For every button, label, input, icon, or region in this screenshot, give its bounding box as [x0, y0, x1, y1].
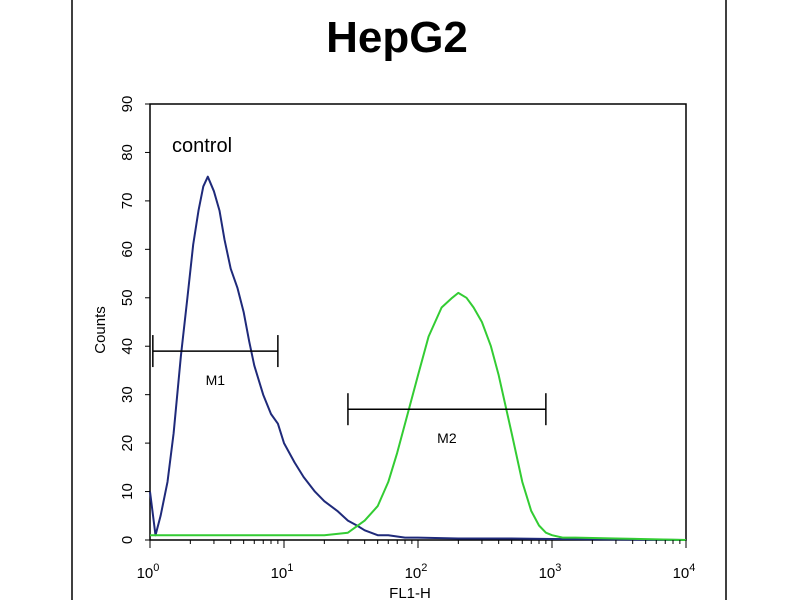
- control-annotation: control: [172, 135, 232, 157]
- series-layer: [149, 175, 687, 541]
- y-tick-label: 10: [119, 483, 136, 500]
- x-axis-ticks: 100 101 102 103 104: [137, 540, 696, 582]
- x-tick-label: 100: [137, 562, 160, 582]
- y-axis-ticks: 0 10 20 30 40 50 60 70 80 90: [119, 96, 150, 544]
- plot-area: [149, 103, 687, 541]
- x-tick-label: 104: [673, 562, 696, 582]
- y-tick-label: 60: [119, 241, 136, 258]
- y-tick-label: 30: [119, 386, 136, 403]
- x-axis-title: FL1-H: [389, 585, 431, 600]
- y-axis-title: Counts: [92, 306, 109, 354]
- chart-title: HepG2: [326, 13, 468, 62]
- marker-m2-label: M2: [437, 430, 457, 446]
- y-tick-label: 90: [119, 96, 136, 113]
- y-tick-label: 80: [119, 144, 136, 161]
- histogram-series-2: [150, 291, 687, 541]
- x-tick-label: 103: [539, 562, 562, 582]
- y-tick-label: 70: [119, 193, 136, 210]
- y-tick-label: 50: [119, 289, 136, 306]
- x-tick-label: 101: [271, 562, 294, 582]
- y-tick-label: 0: [119, 536, 136, 544]
- y-tick-label: 20: [119, 435, 136, 452]
- x-tick-label: 102: [405, 562, 428, 582]
- y-tick-label: 40: [119, 338, 136, 355]
- marker-m1-label: M1: [206, 372, 226, 388]
- marker-layer: M1 M2: [152, 335, 547, 446]
- histogram-series-1: [149, 175, 687, 541]
